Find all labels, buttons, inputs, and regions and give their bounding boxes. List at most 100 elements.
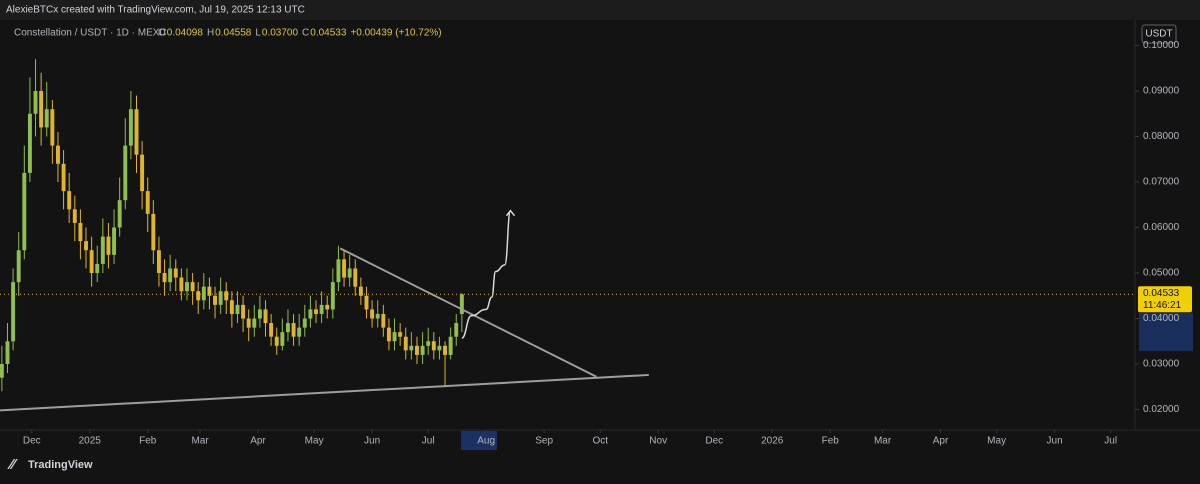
candle-body [185,282,189,292]
x-tick-label: May [305,436,324,447]
credit: AlexieBTCx created with TradingView.com,… [6,5,305,16]
x-tick-label: Sep [535,436,553,447]
candle-body [173,268,178,278]
ohlc-value: 0.04533 [310,28,347,39]
candle-body [285,323,290,333]
price-range-highlight [1139,313,1193,351]
candle-body [84,241,88,251]
candle-body [274,336,279,346]
candle-body [241,304,246,319]
candle-body [156,250,161,274]
candle-body [459,294,464,315]
candle-body [342,259,347,278]
candle-body [123,145,128,201]
candle-body [398,332,403,337]
candle-body [302,318,307,328]
candle-body [269,323,274,337]
candle-body [67,191,72,210]
candle-body [224,291,229,301]
ohlc-key: C [302,28,309,39]
candle-body [145,191,150,214]
y-tick-label: 0.07000 [1143,177,1180,188]
candle-body [128,109,133,146]
symbol: Constellation / USDT · 1D · MEXC [14,28,167,39]
plot [0,59,649,412]
candle-body [5,341,10,365]
candle-body [420,345,425,355]
candle-body [443,345,447,355]
candle-body [263,309,268,324]
currency-button[interactable] [1141,24,1177,44]
y-tick-label: 0.06000 [1143,222,1180,233]
candle-body [207,286,212,296]
candle-body [381,313,386,328]
candle-body [325,304,330,310]
countdown: 11:46:21 [1143,300,1182,311]
x-tick-label: Feb [139,436,157,447]
projection-arrowhead [505,209,516,217]
candle-body [95,263,100,274]
projection-path [461,209,512,339]
time-range-highlight [461,431,497,450]
candle-body [44,109,49,128]
x-tick-label: Jul [422,436,435,447]
y-tick-label: 0.08000 [1143,131,1180,142]
candle-body [235,304,240,314]
candle-body [364,295,369,310]
candle-body [27,113,32,173]
candle-body [39,90,44,128]
candle-body [61,163,66,192]
candle-body [392,332,397,342]
ohlc-header: O 0.04098 H 0.04558 L 0.03700 C 0.04533 +0.00439… [158,28,442,39]
x-tick-label: Apr [250,436,266,447]
candle-body [297,327,302,337]
x-tick-label: Dec [705,436,723,447]
candle-body [22,172,27,251]
candle-body [229,300,234,314]
candle-body [50,109,55,146]
candle-body [112,227,117,255]
candle-body [431,341,436,351]
candle-body [179,277,184,292]
candle-body [257,309,262,319]
candle-body [16,250,21,283]
candle-body [319,304,324,314]
candle-body [314,309,318,314]
candle-body [201,286,206,301]
candle-body [213,295,217,305]
y-tick-label: 0.02000 [1143,404,1180,415]
candle-body [140,154,145,192]
last-price-label: 0.04533 [1143,288,1180,299]
ohlc-value: 0.04558 [215,28,252,39]
candle-body [56,145,60,164]
x-tick-label: Jul [1104,436,1117,447]
candle-body [196,291,201,301]
candle-body [11,282,16,342]
x-tick-label: Aug [477,436,495,447]
ohlc-key: O [158,28,166,39]
candle-body [100,236,105,264]
candle-body [370,309,375,319]
candle-body [308,309,313,319]
candle-body [426,341,431,346]
candle-body [246,318,251,328]
trendline [339,247,597,378]
y-tick-label: 0.10000 [1143,40,1180,51]
candle-body [409,345,414,351]
x-tick-label: Apr [933,436,949,447]
trendline [0,373,649,412]
brand: TradingView [28,459,93,471]
ohlc-value: 0.04098 [167,28,204,39]
candle-body [168,268,173,283]
candle-body [437,345,442,351]
x-tick-label: Mar [191,436,209,447]
candle-body [336,259,341,283]
x-tick-label: Oct [592,436,608,447]
x-tick-label: Jun [1047,436,1063,447]
candle-body [106,236,111,255]
candle-body [358,286,363,296]
y-tick-label: 0.05000 [1143,268,1180,279]
ohlc-key: L [255,28,261,39]
